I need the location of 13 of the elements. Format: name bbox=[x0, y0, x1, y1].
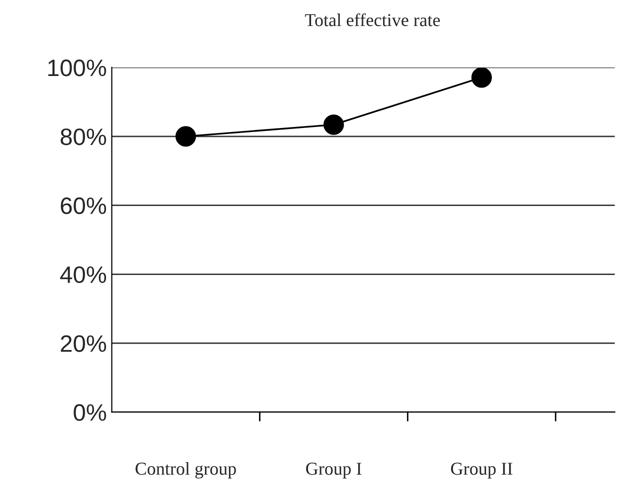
y-tick-label: 0% bbox=[74, 404, 106, 421]
y-tick-label: 100% bbox=[48, 60, 106, 76]
x-tick-label: Control group bbox=[136, 462, 236, 479]
y-tick-label: 80% bbox=[60, 128, 106, 146]
chart-title: Total effective rate bbox=[305, 13, 440, 26]
x-tick-label: Group I bbox=[306, 462, 362, 478]
point bbox=[176, 126, 196, 147]
y-tick-label: 60% bbox=[60, 197, 106, 214]
point bbox=[323, 114, 344, 135]
y-tick-label: 20% bbox=[60, 335, 106, 352]
y-tick-label: 40% bbox=[60, 266, 106, 284]
point bbox=[471, 67, 492, 88]
x-tick-label: Group II bbox=[451, 462, 512, 478]
